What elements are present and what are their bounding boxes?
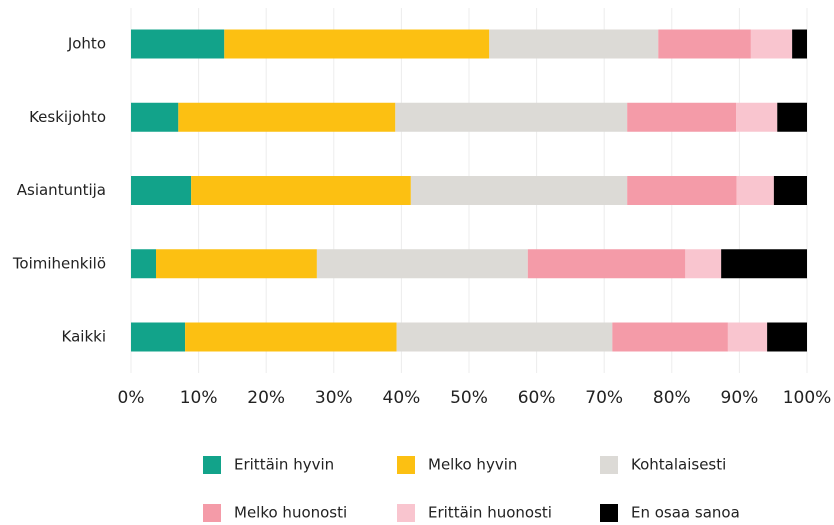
bar-segment	[396, 322, 613, 352]
bar-segment	[792, 29, 807, 59]
x-tick-label: 60%	[518, 388, 556, 408]
legend-label: Melko hyvin	[428, 456, 517, 474]
x-tick-label: 40%	[383, 388, 421, 408]
category-label: Kaikki	[62, 328, 106, 346]
bar-segment	[612, 322, 728, 352]
bar-segment	[131, 176, 192, 205]
category-label: Toimihenkilö	[12, 254, 106, 272]
legend-swatch	[600, 456, 618, 474]
x-tick-label: 70%	[585, 388, 623, 408]
legend-swatch	[600, 504, 618, 522]
bar-segment	[627, 176, 737, 205]
bar-segment	[773, 176, 807, 205]
bar-segment	[131, 249, 157, 279]
bar-segment	[395, 102, 628, 132]
legend-label: Melko huonosti	[234, 504, 347, 522]
bar-segment	[191, 176, 411, 205]
bar-segment	[527, 249, 686, 279]
category-label: Keskijohto	[29, 108, 106, 126]
bar-segment	[156, 249, 317, 279]
x-tick-label: 80%	[653, 388, 691, 408]
category-label: Johto	[67, 35, 106, 53]
bar-segment	[777, 102, 807, 132]
bar-segment	[131, 322, 186, 352]
bar-segment	[727, 322, 768, 352]
x-tick-label: 20%	[247, 388, 285, 408]
category-label: Asiantuntija	[17, 181, 106, 199]
legend-label: En osaa sanoa	[631, 504, 740, 522]
bar-segment	[185, 322, 397, 352]
bar-segment	[721, 249, 807, 279]
bar-segment	[750, 29, 793, 59]
legend-label: Kohtalaisesti	[631, 456, 726, 474]
x-tick-label: 10%	[180, 388, 218, 408]
legend-swatch	[203, 456, 221, 474]
bar-segment	[489, 29, 659, 59]
bar-segment	[658, 29, 751, 59]
x-tick-label: 100%	[783, 388, 832, 408]
bar-segment	[627, 102, 737, 132]
bar-segment	[178, 102, 396, 132]
bar-segment	[410, 176, 628, 205]
legend-label: Erittäin hyvin	[234, 456, 334, 474]
x-tick-label: 30%	[315, 388, 353, 408]
x-tick-label: 50%	[450, 388, 488, 408]
bar-segment	[736, 102, 778, 132]
x-tick-label: 0%	[118, 388, 145, 408]
bar-segment	[224, 29, 490, 59]
bar-segment	[316, 249, 528, 279]
x-tick-label: 90%	[721, 388, 759, 408]
bar-segment	[131, 29, 225, 59]
bar-segment	[767, 322, 807, 352]
legend-swatch	[397, 456, 415, 474]
bar-segment	[131, 102, 179, 132]
legend-swatch	[203, 504, 221, 522]
legend-swatch	[397, 504, 415, 522]
legend-label: Erittäin huonosti	[428, 504, 552, 522]
bar-segment	[685, 249, 722, 279]
bar-segment	[736, 176, 774, 205]
